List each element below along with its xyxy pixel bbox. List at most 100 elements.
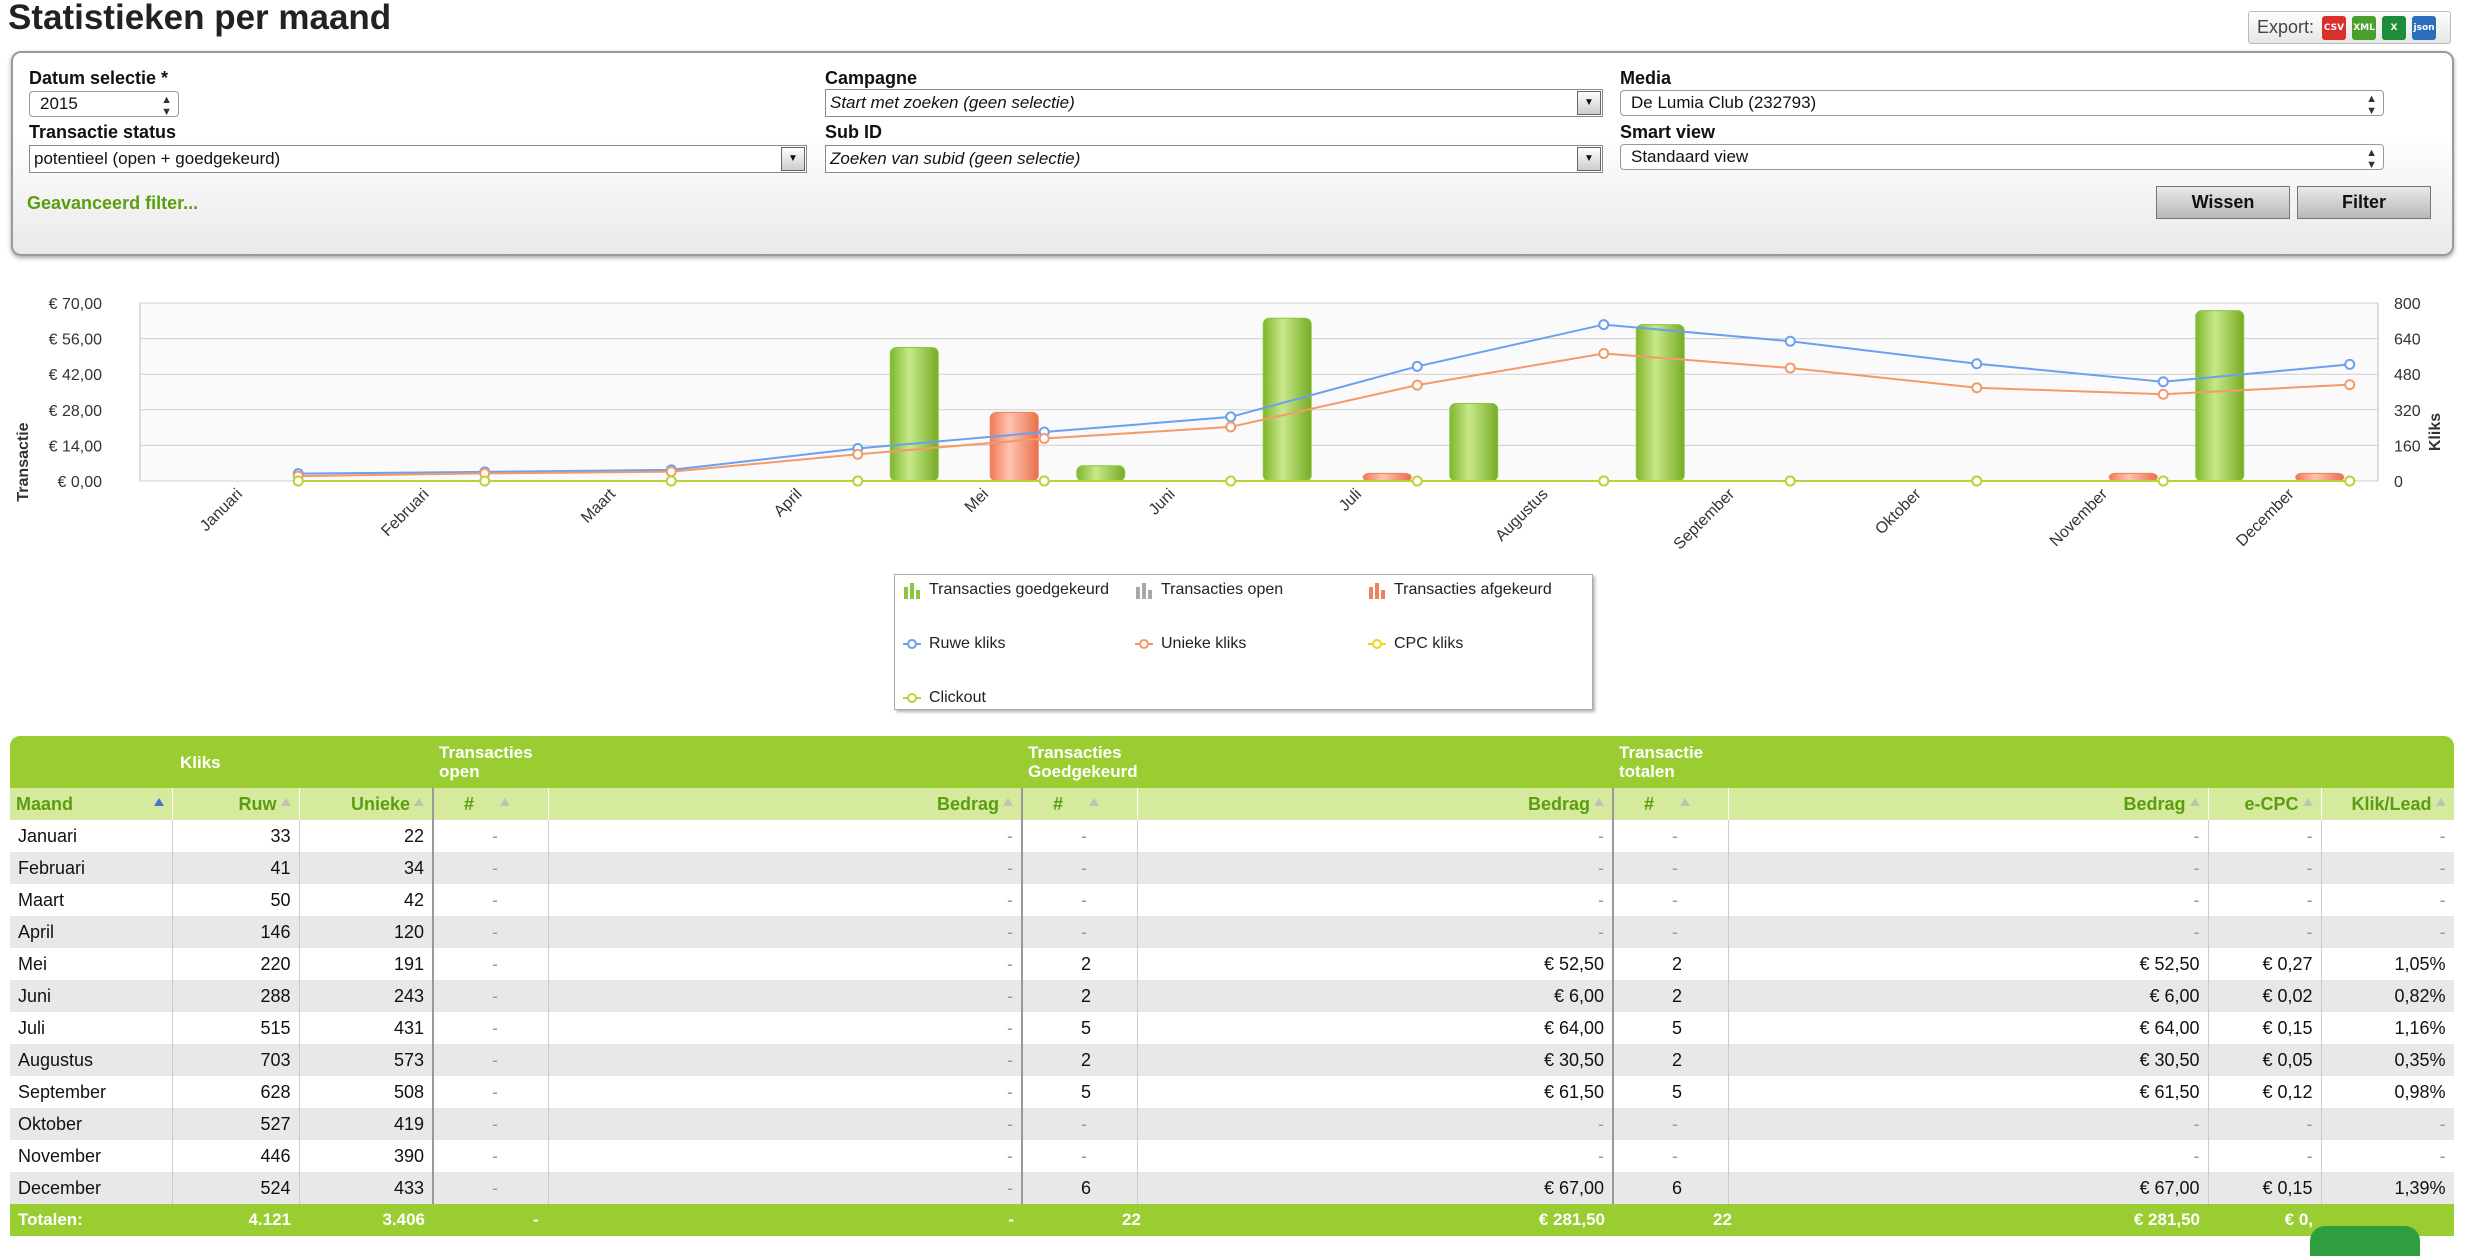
right-tick-label: 480 xyxy=(2394,367,2421,384)
chevron-down-icon[interactable]: ▼ xyxy=(1577,91,1601,115)
table-cell: 433 xyxy=(299,1172,434,1204)
group-empty xyxy=(10,736,172,788)
legend-item[interactable]: Clickout xyxy=(903,689,986,707)
table-row[interactable]: Juni 288 243- -2 € 6,00 2 € 6,00 € 0,02 0,82% xyxy=(10,980,2454,1012)
campagne-field[interactable]: Start met zoeken (geen selectie) ▼ xyxy=(825,89,1603,117)
bar-chart-icon xyxy=(1135,581,1153,599)
json-icon[interactable]: json xyxy=(2412,15,2437,40)
col-goed-bedrag[interactable]: Bedrag xyxy=(1137,788,1614,820)
table-cell: - xyxy=(1612,884,1729,916)
point-unieke-kliks xyxy=(1411,379,1423,391)
col-open-bedrag[interactable]: Bedrag xyxy=(548,788,1023,820)
col-tot-bedrag[interactable]: Bedrag xyxy=(1728,788,2209,820)
sort-icon[interactable] xyxy=(1089,798,1100,806)
table-cell: 524 xyxy=(172,1172,300,1204)
left-tick-label: € 42,00 xyxy=(49,367,102,384)
legend-item[interactable]: CPC kliks xyxy=(1368,635,1463,653)
point-unieke-kliks xyxy=(1784,362,1796,374)
table-cell: - xyxy=(1021,916,1138,948)
table-row[interactable]: April 146 120- - - - - - - - xyxy=(10,916,2454,948)
status-select[interactable]: potentieel (open + goedgekeurd) ▼ xyxy=(29,145,807,173)
chevron-down-icon[interactable]: ▼ xyxy=(1577,147,1601,171)
group-transacties-open: Transacties open xyxy=(433,736,1023,788)
table-cell: 5 xyxy=(1612,1076,1729,1108)
table-row[interactable]: November 446 390- - - - - - - - xyxy=(10,1140,2454,1172)
stats-table-wrap: Kliks Transacties open Transacties Goedgek… xyxy=(10,736,2454,1242)
table-cell: - xyxy=(2321,820,2454,852)
table-row[interactable]: Februari 41 34- - - - - - - - xyxy=(10,852,2454,884)
sort-icon[interactable] xyxy=(2435,798,2446,806)
col-goed-count[interactable]: # xyxy=(1021,788,1138,820)
sort-icon[interactable] xyxy=(2189,798,2200,806)
table-row[interactable]: Oktober 527 419- - - - - - - - xyxy=(10,1108,2454,1140)
x-tick-label: Juli xyxy=(1336,486,1365,515)
table-row[interactable]: Juli 515 431- -5 € 64,00 5 € 64,00 € 0,15 1,16% xyxy=(10,1012,2454,1044)
subid-field[interactable]: Zoeken van subid (geen selectie) ▼ xyxy=(825,145,1603,173)
legend-item[interactable]: Transacties afgekeurd xyxy=(1368,581,1552,599)
sort-icon[interactable] xyxy=(1003,798,1014,806)
point-unieke-kliks xyxy=(2157,388,2169,400)
point-unieke-kliks xyxy=(1225,421,1237,433)
bar-transacties-goedgekeurd xyxy=(889,347,939,482)
sort-icon[interactable] xyxy=(2302,798,2313,806)
table-cell: - xyxy=(432,1012,549,1044)
table-cell: - xyxy=(1021,820,1138,852)
legend-item[interactable]: Transacties goedgekeurd xyxy=(903,581,1109,599)
col-kliklead[interactable]: Klik/Lead xyxy=(2321,788,2454,820)
col-open-count[interactable]: # xyxy=(432,788,549,820)
table-cell: - xyxy=(1728,820,2209,852)
table-cell: 527 xyxy=(172,1108,300,1140)
table-cell: - xyxy=(2321,884,2454,916)
table-cell: 419 xyxy=(299,1108,434,1140)
table-cell: € 0,27 xyxy=(2208,948,2322,980)
table-cell: - xyxy=(432,980,549,1012)
table-cell: - xyxy=(432,852,549,884)
smartview-select[interactable]: Standaard view ▲ ▼ xyxy=(1620,144,2384,170)
x-tick-label: Augustus xyxy=(1492,486,1551,545)
table-cell: Oktober xyxy=(10,1108,173,1140)
excel-icon[interactable]: X xyxy=(2382,15,2407,40)
table-row[interactable]: Januari 33 22- - - - - - - - xyxy=(10,820,2454,852)
filter-panel: Datum selectie * 2015 ▲ ▼ Transactie statu… xyxy=(11,51,2454,256)
sort-icon[interactable] xyxy=(1680,798,1691,806)
sort-asc-icon[interactable] xyxy=(153,798,164,806)
table-body: Januari 33 22- - - - - - - - Februari 41 34- - - - - - - - M… xyxy=(10,820,2454,1204)
col-ecpc[interactable]: e-CPC xyxy=(2208,788,2322,820)
group-goed-line1: Transacties xyxy=(1028,743,1122,762)
col-ruw[interactable]: Ruw xyxy=(172,788,300,820)
col-tot-count[interactable]: # xyxy=(1612,788,1729,820)
table-row[interactable]: Mei 220 191- -2 € 52,50 2 € 52,50 € 0,27 1,05% xyxy=(10,948,2454,980)
line-unieke-kliks xyxy=(298,352,2350,478)
legend-item[interactable]: Transacties open xyxy=(1135,581,1283,599)
table-row[interactable]: September 628 508- -5 € 61,50 5 € 61,50 € 0,12 0… xyxy=(10,1076,2454,1108)
chevron-down-icon[interactable]: ▼ xyxy=(781,147,805,171)
sort-icon[interactable] xyxy=(500,798,511,806)
legend-item[interactable]: Ruwe kliks xyxy=(903,635,1005,653)
sort-icon[interactable] xyxy=(1594,798,1605,806)
chat-widget-button[interactable] xyxy=(2310,1226,2420,1256)
media-select[interactable]: De Lumia Club (232793) ▲ ▼ xyxy=(1620,90,2384,116)
table-row[interactable]: Maart 50 42- - - - - - - - xyxy=(10,884,2454,916)
table-cell: € 67,00 xyxy=(1728,1172,2209,1204)
xml-icon[interactable]: XML xyxy=(2352,15,2377,40)
media-label: Media xyxy=(1620,68,1672,88)
legend-item[interactable]: Unieke kliks xyxy=(1135,635,1246,653)
col-unieke[interactable]: Unieke xyxy=(299,788,434,820)
table-cell: 6 xyxy=(1612,1172,1729,1204)
table-cell: 6 xyxy=(1021,1172,1138,1204)
datum-select[interactable]: 2015 ▲ ▼ xyxy=(29,91,179,117)
advanced-filter-link[interactable]: Geavanceerd filter... xyxy=(27,193,199,213)
totals-cell: € 0, xyxy=(2208,1204,2322,1236)
group-transacties-goedgekeurd: Transacties Goedgekeurd xyxy=(1022,736,1614,788)
sort-icon[interactable] xyxy=(280,798,291,806)
filter-button[interactable]: Filter xyxy=(2297,186,2431,219)
sort-icon[interactable] xyxy=(414,798,425,806)
table-row[interactable]: December 524 433- -6 € 67,00 6 € 67,00 € 0,15 1,… xyxy=(10,1172,2454,1204)
csv-icon[interactable]: CSV xyxy=(2322,15,2347,40)
table-cell: - xyxy=(432,1076,549,1108)
legend-label: Transacties goedgekeurd xyxy=(929,581,1109,598)
wissen-button[interactable]: Wissen xyxy=(2156,186,2290,219)
table-row[interactable]: Augustus 703 573- -2 € 30,50 2 € 30,50 € 0,05 0,… xyxy=(10,1044,2454,1076)
col-maand[interactable]: Maand xyxy=(10,788,173,820)
media-select-value: De Lumia Club (232793) xyxy=(1631,93,1817,112)
